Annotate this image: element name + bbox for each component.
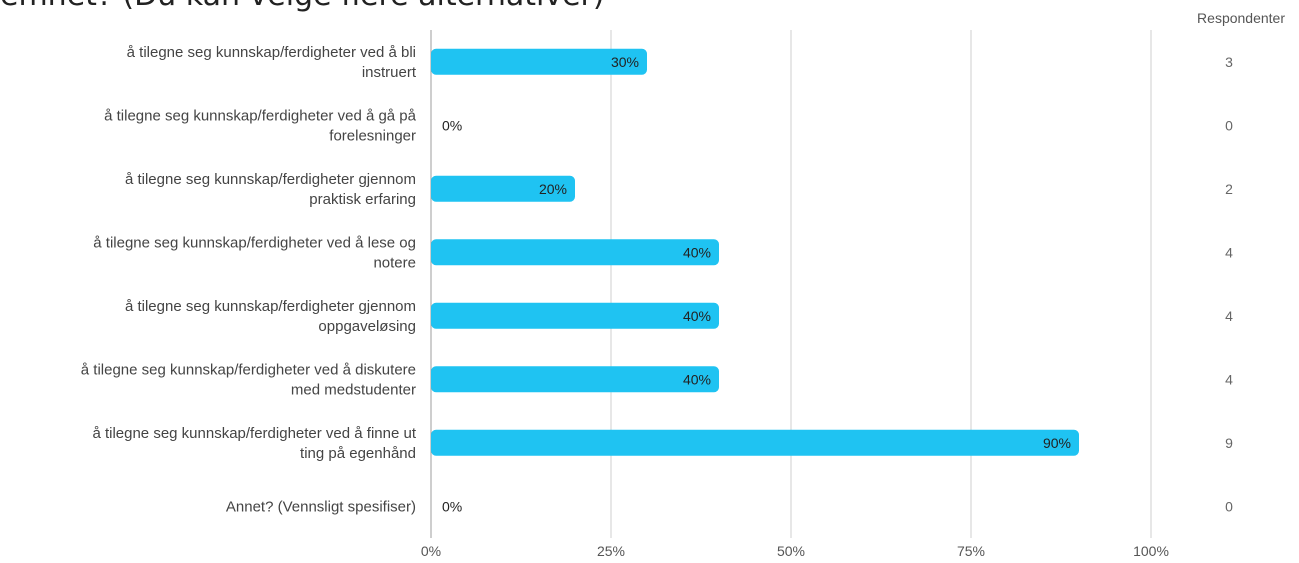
bar — [431, 302, 719, 329]
respondent-count: 4 — [1225, 244, 1233, 260]
respondent-count: 3 — [1225, 54, 1233, 70]
category-label: med medstudenter — [291, 381, 416, 398]
respondent-count: 9 — [1225, 435, 1233, 451]
bar-value-label: 40% — [683, 308, 711, 324]
respondent-count: 2 — [1225, 181, 1233, 197]
category-label: å tilegne seg kunnskap/ferdigheter ved å… — [127, 44, 416, 61]
bar-value-label: 90% — [1043, 435, 1071, 451]
bar — [431, 366, 719, 393]
bar — [431, 239, 719, 266]
category-label: praktisk erfaring — [309, 191, 416, 208]
x-tick-label: 25% — [597, 543, 625, 559]
x-tick-label: 0% — [421, 543, 441, 559]
category-label: instruert — [362, 64, 417, 81]
category-label: å tilegne seg kunnskap/ferdigheter ved å… — [104, 107, 417, 124]
category-label: forelesninger — [329, 127, 416, 144]
bar-value-label: 20% — [539, 181, 567, 197]
bar — [431, 429, 1079, 456]
bar-value-label: 30% — [611, 54, 639, 70]
category-label: Annet? (Vennsligt spesifiser) — [226, 498, 416, 515]
respondent-count: 0 — [1225, 117, 1233, 133]
bar — [431, 175, 575, 202]
bar — [431, 48, 647, 75]
category-label: ting på egenhånd — [300, 445, 416, 462]
category-label: å tilegne seg kunnskap/ferdigheter gjenn… — [125, 171, 416, 188]
bar-value-label: 0% — [442, 117, 462, 133]
x-tick-label: 100% — [1133, 543, 1169, 559]
category-label: å tilegne seg kunnskap/ferdigheter ved å… — [93, 234, 416, 251]
page-title: emnet? (Du kan velge flere alternativer) — [0, 0, 605, 13]
respondent-count: 4 — [1225, 371, 1233, 387]
x-tick-label: 75% — [957, 543, 985, 559]
category-label: oppgaveløsing — [318, 318, 416, 335]
bar-value-label: 40% — [683, 371, 711, 387]
bar-value-label: 0% — [442, 498, 462, 514]
category-label: notere — [373, 254, 416, 271]
respondents-header: Respondenter — [1197, 10, 1285, 26]
category-label: å tilegne seg kunnskap/ferdigheter gjenn… — [125, 298, 416, 315]
category-label: å tilegne seg kunnskap/ferdigheter ved å… — [92, 425, 416, 442]
bar-value-label: 40% — [683, 244, 711, 260]
respondent-count: 4 — [1225, 308, 1233, 324]
respondent-count: 0 — [1225, 498, 1233, 514]
x-tick-label: 50% — [777, 543, 805, 559]
category-label: å tilegne seg kunnskap/ferdigheter ved å… — [81, 361, 416, 378]
